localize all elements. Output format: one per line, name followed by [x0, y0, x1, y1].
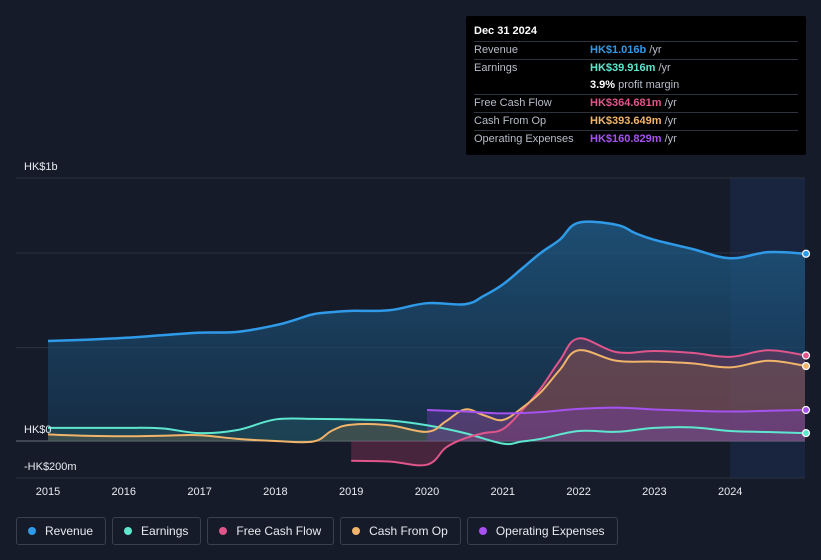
- y-tick-label: HK$1b: [24, 161, 58, 173]
- operating-expenses-line: [426, 406, 805, 415]
- tooltip-label: Revenue: [474, 44, 519, 56]
- free-cash-flow-dot-icon: [219, 527, 228, 535]
- tooltip-unit: /yr: [664, 115, 677, 127]
- legend-item-earnings[interactable]: Earnings: [112, 517, 202, 545]
- x-tick-label: 2024: [718, 486, 742, 498]
- legend-label: Cash From Op: [369, 524, 448, 538]
- y-tick-label: HK$0: [24, 424, 52, 436]
- cash-from-op-line: [47, 349, 805, 444]
- revenue-area: [48, 221, 805, 441]
- tooltip-unit: /yr: [664, 97, 677, 109]
- tooltip-date: Dec 31 2024: [474, 25, 537, 37]
- x-tick-label: 2022: [566, 486, 590, 498]
- tooltip-value: HK$364.681m: [590, 97, 662, 109]
- x-axis-labels: 2015 2016 2017 2018 2019 2020 2021 2022 2023 2024: [36, 486, 743, 498]
- legend-item-operating-expenses[interactable]: Operating Expenses: [466, 517, 618, 545]
- y-axis-labels: HK$1b HK$0 -HK$200m: [24, 161, 77, 473]
- tooltip-row-operating-expenses: Operating Expenses HK$160.829m /yr: [474, 130, 798, 148]
- tooltip-row-profit-margin: 3.9% profit margin: [474, 77, 798, 94]
- tooltip-value: 3.9%: [590, 79, 616, 91]
- tooltip-row-earnings: Earnings HK$39.916m /yr: [474, 59, 798, 77]
- legend-label: Revenue: [45, 524, 94, 538]
- earnings-endpoint[interactable]: [801, 429, 811, 438]
- earnings-dot-icon: [124, 527, 133, 535]
- x-tick-label: 2015: [36, 486, 60, 498]
- tooltip-label: Earnings: [474, 62, 518, 74]
- x-tick-label: 2019: [339, 486, 363, 498]
- revenue-endpoint[interactable]: [801, 249, 811, 258]
- free-cash-flow-area: [351, 338, 805, 466]
- legend: Revenue Earnings Free Cash Flow Cash Fro…: [16, 517, 618, 545]
- tooltip-unit: /yr: [658, 62, 671, 74]
- tooltip-label: Free Cash Flow: [474, 97, 552, 109]
- x-tick-label: 2016: [112, 486, 136, 498]
- revenue-dot-icon: [28, 527, 36, 535]
- cash-from-op-area: [48, 350, 805, 443]
- legend-label: Earnings: [141, 524, 189, 538]
- operating-expenses-area: [427, 407, 805, 441]
- tooltip-unit: profit margin: [618, 79, 680, 91]
- series-areas: [48, 221, 805, 466]
- cash-from-op-endpoint[interactable]: [801, 361, 811, 371]
- y-tick-label: -HK$200m: [24, 461, 77, 473]
- legend-item-revenue[interactable]: Revenue: [16, 517, 107, 545]
- tooltip-value: HK$160.829m: [590, 133, 662, 145]
- free-cash-flow-line: [351, 337, 805, 467]
- x-tick-label: 2021: [491, 486, 515, 498]
- tooltip-label: [474, 77, 590, 94]
- free-cash-flow-endpoint[interactable]: [801, 351, 811, 360]
- legend-label: Operating Expenses: [495, 524, 605, 538]
- operating-expenses-dot-icon: [478, 527, 487, 535]
- tooltip-value: HK$39.916m: [590, 62, 656, 74]
- legend-label: Free Cash Flow: [236, 524, 322, 538]
- tooltip-row-free-cash-flow: Free Cash Flow HK$364.681m /yr: [474, 94, 798, 112]
- operating-expenses-endpoint[interactable]: [801, 405, 811, 415]
- tooltip-row-revenue: Revenue HK$1.016b /yr: [474, 41, 798, 59]
- tooltip-value: HK$393.649m: [590, 115, 662, 127]
- tooltip-row-cash-from-op: Cash From Op HK$393.649m /yr: [474, 112, 798, 130]
- series-lines: [47, 220, 805, 467]
- tooltip-label: Cash From Op: [474, 115, 547, 127]
- legend-item-cash-from-op[interactable]: Cash From Op: [340, 517, 461, 545]
- x-tick-label: 2023: [642, 486, 666, 498]
- tooltip: Dec 31 2024 Revenue HK$1.016b /yr Earnin…: [466, 16, 806, 155]
- x-tick-label: 2017: [187, 486, 211, 498]
- x-tick-label: 2020: [415, 486, 439, 498]
- tooltip-value: HK$1.016b: [590, 44, 647, 56]
- tooltip-unit: /yr: [649, 44, 662, 56]
- tooltip-label: Operating Expenses: [474, 133, 574, 145]
- revenue-line: [47, 220, 805, 343]
- earnings-line: [48, 417, 805, 446]
- legend-item-free-cash-flow[interactable]: Free Cash Flow: [207, 517, 335, 545]
- cash-from-op-dot-icon: [352, 527, 361, 535]
- x-tick-label: 2018: [263, 486, 287, 498]
- tooltip-unit: /yr: [664, 133, 677, 145]
- series-endpoints: [801, 249, 811, 438]
